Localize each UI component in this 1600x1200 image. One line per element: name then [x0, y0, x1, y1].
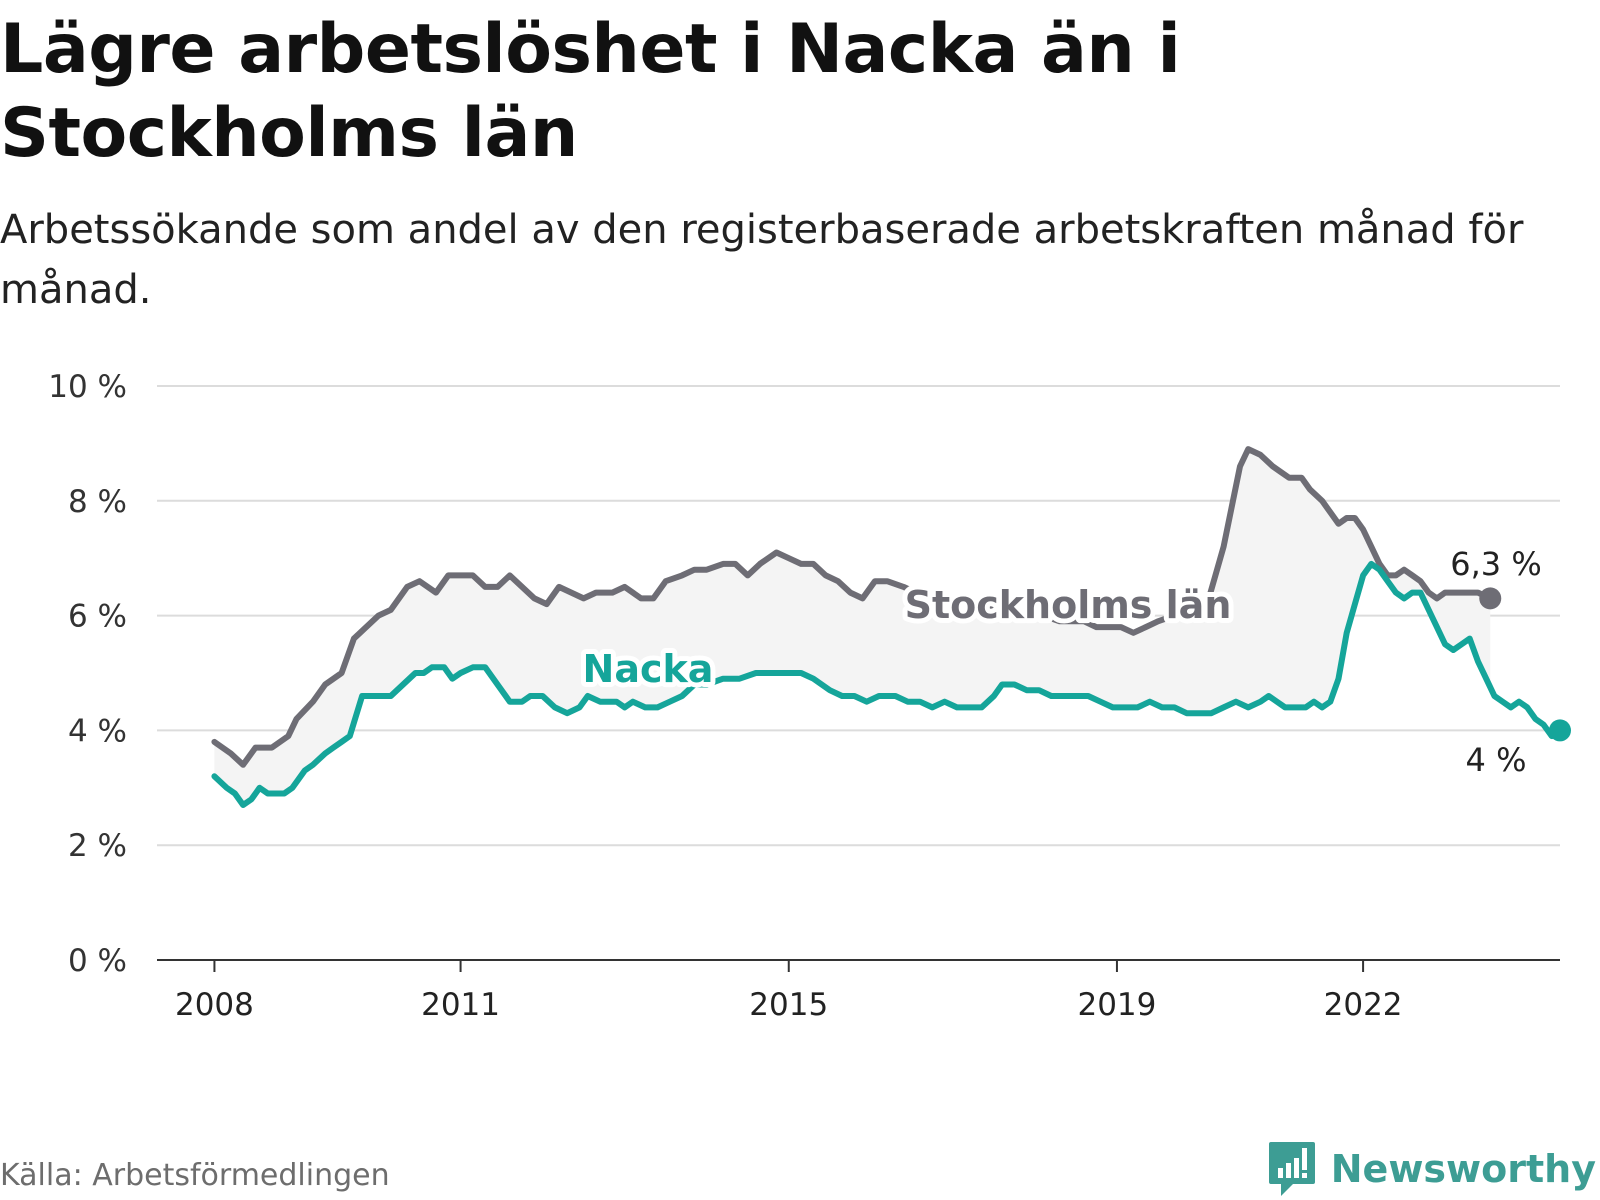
- source-note: Källa: Arbetsförmedlingen: [0, 1158, 390, 1193]
- y-tick-label: 4 %: [68, 713, 127, 749]
- chart-title: Lägre arbetslöshet i Nacka än i Stockhol…: [0, 10, 1181, 173]
- end-label-nacka: 4 %: [1466, 741, 1527, 779]
- y-tick-label: 6 %: [68, 599, 127, 635]
- difference-band: [214, 449, 1491, 805]
- series-label-stockholm: Stockholms län: [905, 583, 1232, 627]
- series-label-nacka: Nacka: [583, 647, 714, 691]
- end-label-stockholm: 6,3 %: [1450, 545, 1541, 583]
- newsworthy-logo-icon: [1268, 1142, 1315, 1196]
- series-end-marker-stockholm: [1479, 587, 1502, 610]
- y-tick-label: 8 %: [68, 484, 127, 520]
- series-lines: [211, 446, 1571, 808]
- chart-subtitle: Arbetssökande som andel av den registerb…: [0, 207, 1524, 313]
- y-axis-ticks: 0 % 2 % 4 % 6 % 8 % 10 %: [48, 369, 127, 979]
- series-end-marker-nacka: [1549, 719, 1571, 742]
- x-tick-label: 2019: [1077, 987, 1156, 1023]
- x-tick-label: 2011: [421, 987, 500, 1023]
- x-tick-label: 2008: [175, 987, 254, 1023]
- series-line-nacka: [211, 560, 1563, 808]
- brand-logo[interactable]: Newsworthy: [1267, 1140, 1596, 1198]
- x-axis-ticks: 2008 2011 2015 2019 2022: [175, 960, 1403, 1023]
- y-tick-label: 10 %: [48, 369, 127, 405]
- line-chart: 2008 2011 2015 2019 2022 0 % 2 % 4 % 6 % 8 % 10 %…: [48, 369, 1571, 1023]
- y-tick-label: 0 %: [68, 943, 127, 979]
- y-tick-label: 2 %: [68, 828, 127, 864]
- x-tick-label: 2015: [749, 987, 828, 1023]
- series-labels: Stockholms län Nacka 6,3 % 4 %: [578, 541, 1546, 783]
- series-line-stockholm: [211, 446, 1494, 768]
- x-tick-label: 2022: [1324, 987, 1403, 1023]
- brand-name: Newsworthy: [1330, 1147, 1596, 1191]
